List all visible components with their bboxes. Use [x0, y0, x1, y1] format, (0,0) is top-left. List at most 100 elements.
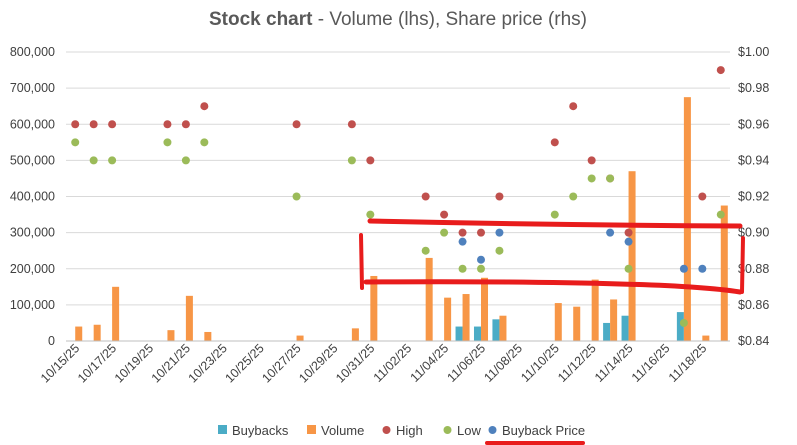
point-high	[698, 192, 707, 201]
right-axis-tick-label: $0.84	[738, 334, 769, 348]
legend-low-marker	[443, 426, 452, 434]
x-axis-tick-label: 10/19/25	[112, 341, 156, 385]
red-annotations	[359, 218, 745, 445]
point-high	[89, 120, 98, 129]
x-axis-labels: 10/15/2510/17/2510/19/2510/21/2510/23/25…	[38, 341, 709, 385]
point-low	[163, 138, 172, 147]
bar-volume	[93, 324, 101, 341]
bar-volume	[167, 330, 175, 341]
left-axis-tick-label: 100,000	[10, 298, 55, 312]
legend-high-marker	[382, 426, 391, 434]
annotation-rectangle-left	[359, 233, 364, 290]
point-low	[200, 138, 209, 147]
x-axis-tick-label: 11/06/25	[444, 341, 488, 385]
legend-volume-label: Volume	[321, 423, 364, 438]
point-low	[421, 246, 430, 255]
x-axis-tick-label: 10/31/25	[333, 341, 377, 385]
bar-volume	[296, 335, 304, 341]
legend-high-label: High	[396, 423, 423, 438]
point-high	[71, 120, 80, 129]
point-low	[108, 156, 117, 165]
bar-volume	[702, 335, 710, 341]
left-axis-labels: 0 100,000 200,000 300,000 400,000 500,000 600,…	[10, 45, 55, 348]
point-high	[108, 120, 117, 129]
point-low	[679, 318, 688, 327]
x-axis-tick-label: 11/02/25	[371, 341, 415, 385]
bar-volume	[481, 277, 489, 341]
left-axis-tick-label: 300,000	[10, 226, 55, 240]
x-axis-tick-label: 11/10/25	[518, 341, 562, 385]
point-high	[440, 210, 449, 219]
point-low	[71, 138, 80, 147]
legend-buyback-price-label: Buyback Price	[502, 423, 585, 438]
point-low	[587, 174, 596, 183]
point-low	[440, 228, 449, 237]
point-low	[347, 156, 356, 165]
point-buyback-price	[698, 264, 707, 273]
right-axis-tick-label: $0.86	[738, 298, 769, 312]
right-axis-labels: $0.84 $0.86 $0.88 $0.90 $0.92 $0.94 $0.96 $0.98…	[738, 45, 769, 348]
bar-volume	[185, 295, 193, 341]
point-buyback-price	[495, 228, 504, 237]
legend-low-label: Low	[457, 423, 481, 438]
x-axis-tick-label: 11/08/25	[481, 341, 525, 385]
x-axis-tick-label: 10/17/25	[75, 341, 119, 385]
point-high	[477, 228, 485, 237]
x-axis-tick-label: 11/18/25	[666, 341, 710, 385]
left-axis-tick-label: 800,000	[10, 45, 55, 59]
point-low	[477, 264, 485, 273]
point-low	[606, 174, 615, 183]
legend-buybacks-swatch	[218, 425, 227, 434]
point-buyback-price	[477, 255, 485, 264]
annotation-rectangle-bottom	[363, 279, 743, 295]
point-low	[458, 264, 467, 273]
left-axis-tick-label: 0	[48, 334, 55, 348]
bar-series	[75, 97, 728, 341]
point-high	[624, 228, 633, 237]
bar-volume	[554, 303, 562, 341]
bar-volume	[610, 299, 618, 341]
bar-volume	[591, 279, 599, 341]
x-axis-tick-label: 10/21/25	[149, 341, 193, 385]
point-high	[181, 120, 190, 129]
bar-buybacks	[603, 322, 611, 341]
right-axis-tick-label: $1.00	[738, 45, 769, 59]
right-axis-tick-label: $0.92	[738, 190, 769, 204]
point-high	[495, 192, 504, 201]
left-axis-tick-label: 400,000	[10, 190, 55, 204]
bar-volume	[720, 205, 728, 341]
bar-volume	[370, 275, 378, 341]
right-axis-tick-label: $0.94	[738, 153, 769, 167]
point-buyback-price	[458, 237, 467, 246]
bar-volume	[444, 297, 452, 341]
bar-volume	[112, 286, 120, 341]
chart-title-bold: Stock chart	[209, 9, 313, 30]
point-high	[458, 228, 467, 237]
left-axis-tick-label: 600,000	[10, 117, 55, 131]
legend-volume-swatch	[307, 425, 316, 434]
point-high	[587, 156, 596, 165]
annotation-rectangle-top	[367, 218, 743, 229]
point-high	[347, 120, 356, 129]
bar-buybacks	[621, 315, 629, 341]
point-low	[366, 210, 375, 219]
scatter-series	[71, 66, 725, 327]
x-axis-tick-label: 10/29/25	[296, 341, 340, 385]
point-low	[89, 156, 98, 165]
x-axis-tick-label: 10/15/25	[38, 341, 82, 385]
x-axis-tick-label: 10/25/25	[222, 341, 266, 385]
left-axis-tick-label: 700,000	[10, 81, 55, 95]
bar-buybacks	[455, 326, 463, 341]
bar-volume	[573, 306, 581, 341]
bar-buybacks	[492, 319, 500, 341]
bar-volume	[351, 328, 359, 341]
x-axis-tick-label: 11/04/25	[408, 341, 452, 385]
annotation-rectangle-right	[740, 236, 745, 294]
left-axis-tick-label: 500,000	[10, 153, 55, 167]
x-axis-tick-label: 10/23/25	[186, 341, 230, 385]
x-axis-tick-label: 11/16/25	[629, 341, 673, 385]
legend: Buybacks Volume High Low Buyback Price	[218, 423, 585, 438]
x-axis-tick-label: 11/14/25	[592, 341, 636, 385]
point-low	[716, 210, 725, 219]
